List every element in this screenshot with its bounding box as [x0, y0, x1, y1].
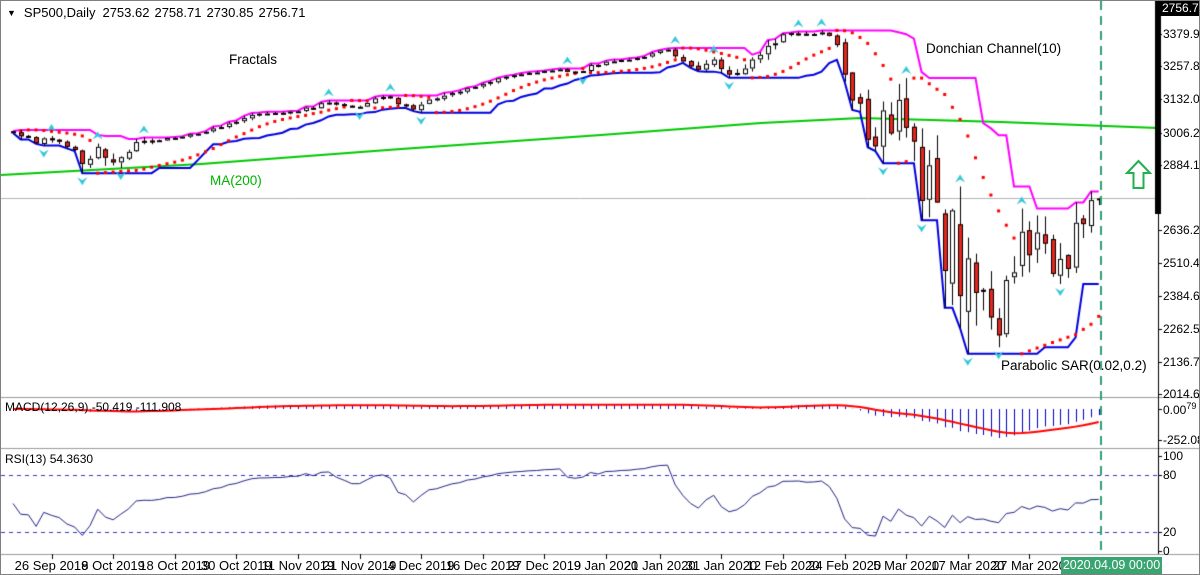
date-axis-label: 26 Sep 2019 — [14, 558, 89, 573]
date-axis-label: 9 Jan 2020 — [573, 558, 639, 573]
date-axis-label: 21 Nov 2019 — [322, 558, 397, 573]
date-axis-label: 27 Mar 2020 — [992, 558, 1066, 573]
price-axis-label: 2884.13 — [1163, 158, 1200, 172]
macd-axis-min: -252.082 — [1163, 433, 1199, 447]
date-axis-label: 17 Mar 2020 — [931, 558, 1005, 573]
rsi-caption: RSI(13) 54.3630 — [5, 452, 93, 466]
ohlc-high: 2758.71 — [154, 5, 202, 20]
macd-value-main: -50.419 — [91, 400, 133, 414]
chart-title-bar: ▼ SP500,Daily 2753.62 2758.71 2730.85 27… — [7, 5, 305, 20]
donchian-label: Donchian Channel(10) — [926, 41, 1062, 56]
date-axis-label: 16 Dec 2019 — [445, 558, 520, 573]
date-axis-label: 31 Jan 2020 — [685, 558, 758, 573]
rsi-value: 54.3630 — [49, 452, 94, 466]
buy-arrow-icon[interactable] — [1125, 159, 1152, 190]
ma200-label: MA(200) — [210, 173, 262, 188]
ohlc-open: 2753.62 — [102, 5, 150, 20]
date-axis[interactable]: 26 Sep 2019 8 Oct 2019 18 Oct 2019 30 Oct 2… — [1, 558, 1199, 574]
macd-value-signal: -111.908 — [135, 400, 182, 414]
current-price-tag: 2756.71 — [1159, 1, 1199, 16]
ohlc-close: 2756.71 — [258, 5, 306, 20]
price-axis-label: 3257.83 — [1163, 59, 1200, 73]
price-axis-label: 3006.23 — [1163, 126, 1200, 140]
rsi-axis-label: 80 — [1163, 468, 1177, 482]
date-axis-label: 4 Dec 2019 — [387, 558, 455, 573]
price-axis-label: 2510.43 — [1163, 256, 1200, 270]
chart-dropdown-icon[interactable]: ▼ — [7, 7, 16, 18]
date-axis-label: 11 Nov 2019 — [261, 558, 335, 573]
price-axis-label: 3379.93 — [1163, 27, 1200, 41]
cursor-date-tag: 2020.04.09 00:00 — [1061, 557, 1162, 574]
date-axis-label: 27 Dec 2019 — [507, 558, 582, 573]
date-axis-label: 30 Oct 2019 — [200, 558, 272, 573]
symbol-period-label: SP500,Daily — [23, 5, 96, 20]
rsi-name: RSI(13) — [5, 452, 47, 466]
rsi-axis-label: 20 — [1163, 525, 1177, 539]
price-axis-label: 2136.73 — [1163, 355, 1200, 369]
price-axis-label: 2014.63 — [1163, 387, 1200, 401]
date-axis-label: 5 Mar 2020 — [873, 558, 940, 573]
date-axis-label: 24 Feb 2020 — [808, 558, 882, 573]
date-axis-label: 12 Feb 2020 — [746, 558, 820, 573]
price-axis-label: 2384.63 — [1163, 289, 1200, 303]
date-axis-label: 18 Oct 2019 — [139, 558, 211, 573]
rsi-axis-label: 100 — [1163, 449, 1184, 463]
date-axis-label: 21 Jan 2020 — [624, 558, 696, 573]
macd-axis-zero: 0.0079 — [1163, 401, 1197, 417]
fractals-label: Fractals — [229, 52, 278, 67]
price-axis-label: 3132.03 — [1163, 92, 1200, 106]
rsi-axis-label: 0 — [1163, 544, 1170, 558]
price-axis-label: 2636.23 — [1163, 223, 1200, 237]
macd-caption: MACD(12,26,9) -50.419 -111.908 — [5, 400, 181, 414]
macd-name: MACD(12,26,9) — [5, 400, 89, 414]
price-axis-label: 2262.53 — [1163, 322, 1200, 336]
ohlc-low: 2730.85 — [206, 5, 254, 20]
date-axis-label: 8 Oct 2019 — [81, 558, 145, 573]
parabolic-sar-label: Parabolic SAR(0.02,0.2) — [1001, 358, 1147, 373]
